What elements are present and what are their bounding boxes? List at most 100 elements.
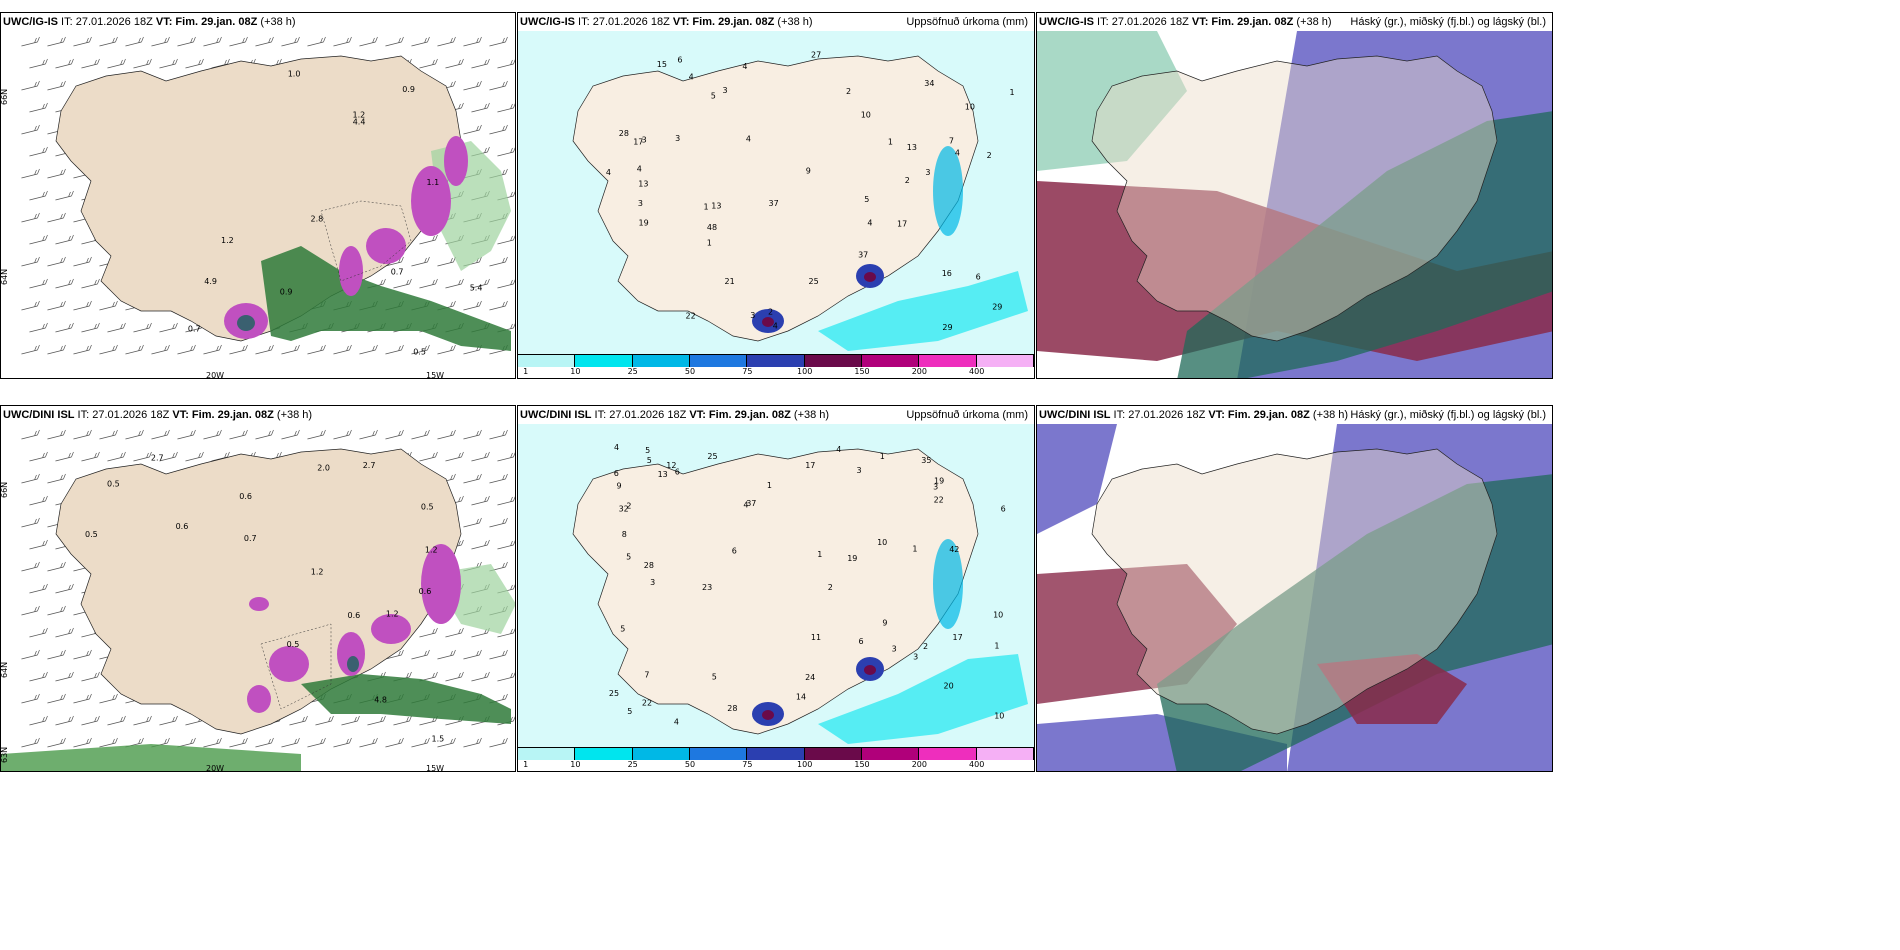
precip-value-label: 5 xyxy=(620,625,625,634)
wind-barb xyxy=(211,451,230,462)
precip-value-label: 4 xyxy=(867,219,872,228)
wind-barb xyxy=(497,103,515,113)
precip-value-label: 1 xyxy=(1010,88,1015,97)
precip-value-label: 0.5 xyxy=(413,348,426,357)
precip-value-label: 9 xyxy=(882,619,887,628)
legend-swatch xyxy=(518,355,576,367)
wind-barb xyxy=(107,715,126,726)
precip-value-label: 1 xyxy=(817,550,822,559)
legend-ticks: 1 10 25 50 75 100 150 200 400 xyxy=(518,367,1034,378)
legend-tick-label: 1 xyxy=(523,760,529,769)
legend-colorbar xyxy=(518,354,1034,367)
precip-value-label: 3 xyxy=(892,645,897,654)
precip-value-label: 0.6 xyxy=(419,587,432,596)
wind-barb xyxy=(471,278,490,289)
precip-value-label: 1 xyxy=(707,238,712,247)
precip-value-label: 19 xyxy=(639,218,649,227)
cloud-cover-map xyxy=(1037,424,1552,771)
wind-barb xyxy=(411,36,430,47)
precip-value-labels: 2341443325523446292128371574610223413134… xyxy=(606,51,1015,332)
wind-barb xyxy=(515,606,516,615)
wind-barb xyxy=(229,344,248,355)
wind-barb xyxy=(463,429,482,440)
precip-value-label: 1.2 xyxy=(386,610,399,619)
wind-barb xyxy=(55,715,74,726)
precip-value-label: 0.6 xyxy=(176,522,189,531)
precip-value-label: 3 xyxy=(857,466,862,475)
legend-swatch xyxy=(976,748,1034,760)
wind-barb xyxy=(99,36,118,47)
wind-barb xyxy=(497,147,515,157)
wind-barb xyxy=(55,190,74,201)
precip-value-label: 3 xyxy=(638,199,643,208)
precip-green-band xyxy=(301,674,511,724)
wind-barb xyxy=(21,737,40,748)
wind-barb xyxy=(463,124,482,135)
precip-value-labels: 4411116555333221365443210102822252237282… xyxy=(609,443,1006,726)
svg-text:66N: 66N xyxy=(1,482,9,498)
precip-value-label: 2 xyxy=(846,87,851,96)
wind-barb xyxy=(99,344,118,355)
wind-barb xyxy=(489,649,508,660)
precip-value-label: 10 xyxy=(993,611,1003,620)
precip-value-label: 13 xyxy=(658,470,668,479)
wind-barb xyxy=(515,169,516,178)
wind-barb xyxy=(99,300,118,311)
wind-barb xyxy=(185,451,204,462)
wind-barb xyxy=(463,473,482,484)
precip-legend: 1 10 25 50 75 100 150 200 400 xyxy=(518,354,1034,378)
panel-header: UWC/IG-IS IT: 27.01.2026 18Z VT: Fim. 29… xyxy=(1,13,515,31)
legend-tick-label: 25 xyxy=(627,367,638,376)
wind-barb xyxy=(497,672,515,682)
precip-value-labels: 0.7 0.9 0.5 1.2 5.4 4.9 2.8 1.1 1.2 0.9 1.0 0.7 4.4 xyxy=(188,70,483,357)
wind-barb xyxy=(133,322,152,333)
wind-barb xyxy=(445,278,464,289)
legend-swatch xyxy=(632,748,690,760)
precip-value-label: 3 xyxy=(723,86,728,95)
wind-barb xyxy=(159,715,178,726)
wind-barb xyxy=(21,693,40,704)
precip-value-label: 1.5 xyxy=(432,735,445,744)
precip-value-label: 6 xyxy=(859,637,864,646)
wind-barb xyxy=(281,36,300,47)
wind-barb xyxy=(333,429,352,440)
precip-value-label: 3 xyxy=(642,136,647,145)
wind-barb xyxy=(515,562,516,571)
legend-tick-label: 75 xyxy=(742,760,753,769)
svg-text:63N: 63N xyxy=(1,747,9,763)
wind-barb xyxy=(99,693,118,704)
precip-value-label: 0.5 xyxy=(85,530,98,539)
wind-barb xyxy=(203,737,222,748)
legend-ticks: 1 10 25 50 75 100 150 200 400 xyxy=(518,760,1034,771)
precip-value-label: 3 xyxy=(925,168,930,177)
wind-barb xyxy=(29,715,48,726)
wind-barb xyxy=(515,518,516,527)
legend-tick-label: 200 xyxy=(911,760,927,769)
wind-barb xyxy=(497,452,515,462)
precip-value-label: 19 xyxy=(847,554,857,563)
precip-value-label: 10 xyxy=(994,711,1004,720)
precip-value-label: 15 xyxy=(657,60,667,69)
wind-barb xyxy=(255,737,274,748)
svg-text:64N: 64N xyxy=(1,269,9,285)
wind-barb xyxy=(419,278,438,289)
precip-value-label: 29 xyxy=(942,323,952,332)
precip-value-label: 4 xyxy=(743,500,748,509)
legend-tick-label: 400 xyxy=(969,367,985,376)
wind-barb xyxy=(367,715,386,726)
precip-value-label: 6 xyxy=(976,273,981,282)
wind-barb xyxy=(29,102,48,113)
wind-barb xyxy=(255,36,274,47)
wind-barb xyxy=(107,322,126,333)
wind-barb xyxy=(55,671,74,682)
wind-barb xyxy=(55,627,74,638)
precip-value-label: 2 xyxy=(923,642,928,651)
wind-barb xyxy=(159,451,178,462)
precip-value-label: 3 xyxy=(750,311,755,320)
wind-barb xyxy=(21,212,40,223)
precip-value-label: 4.8 xyxy=(374,696,387,705)
wind-barb xyxy=(515,37,516,46)
precip-value-label: 1.2 xyxy=(353,111,366,120)
wind-barb xyxy=(471,58,490,69)
legend-tick-label: 50 xyxy=(684,367,696,376)
